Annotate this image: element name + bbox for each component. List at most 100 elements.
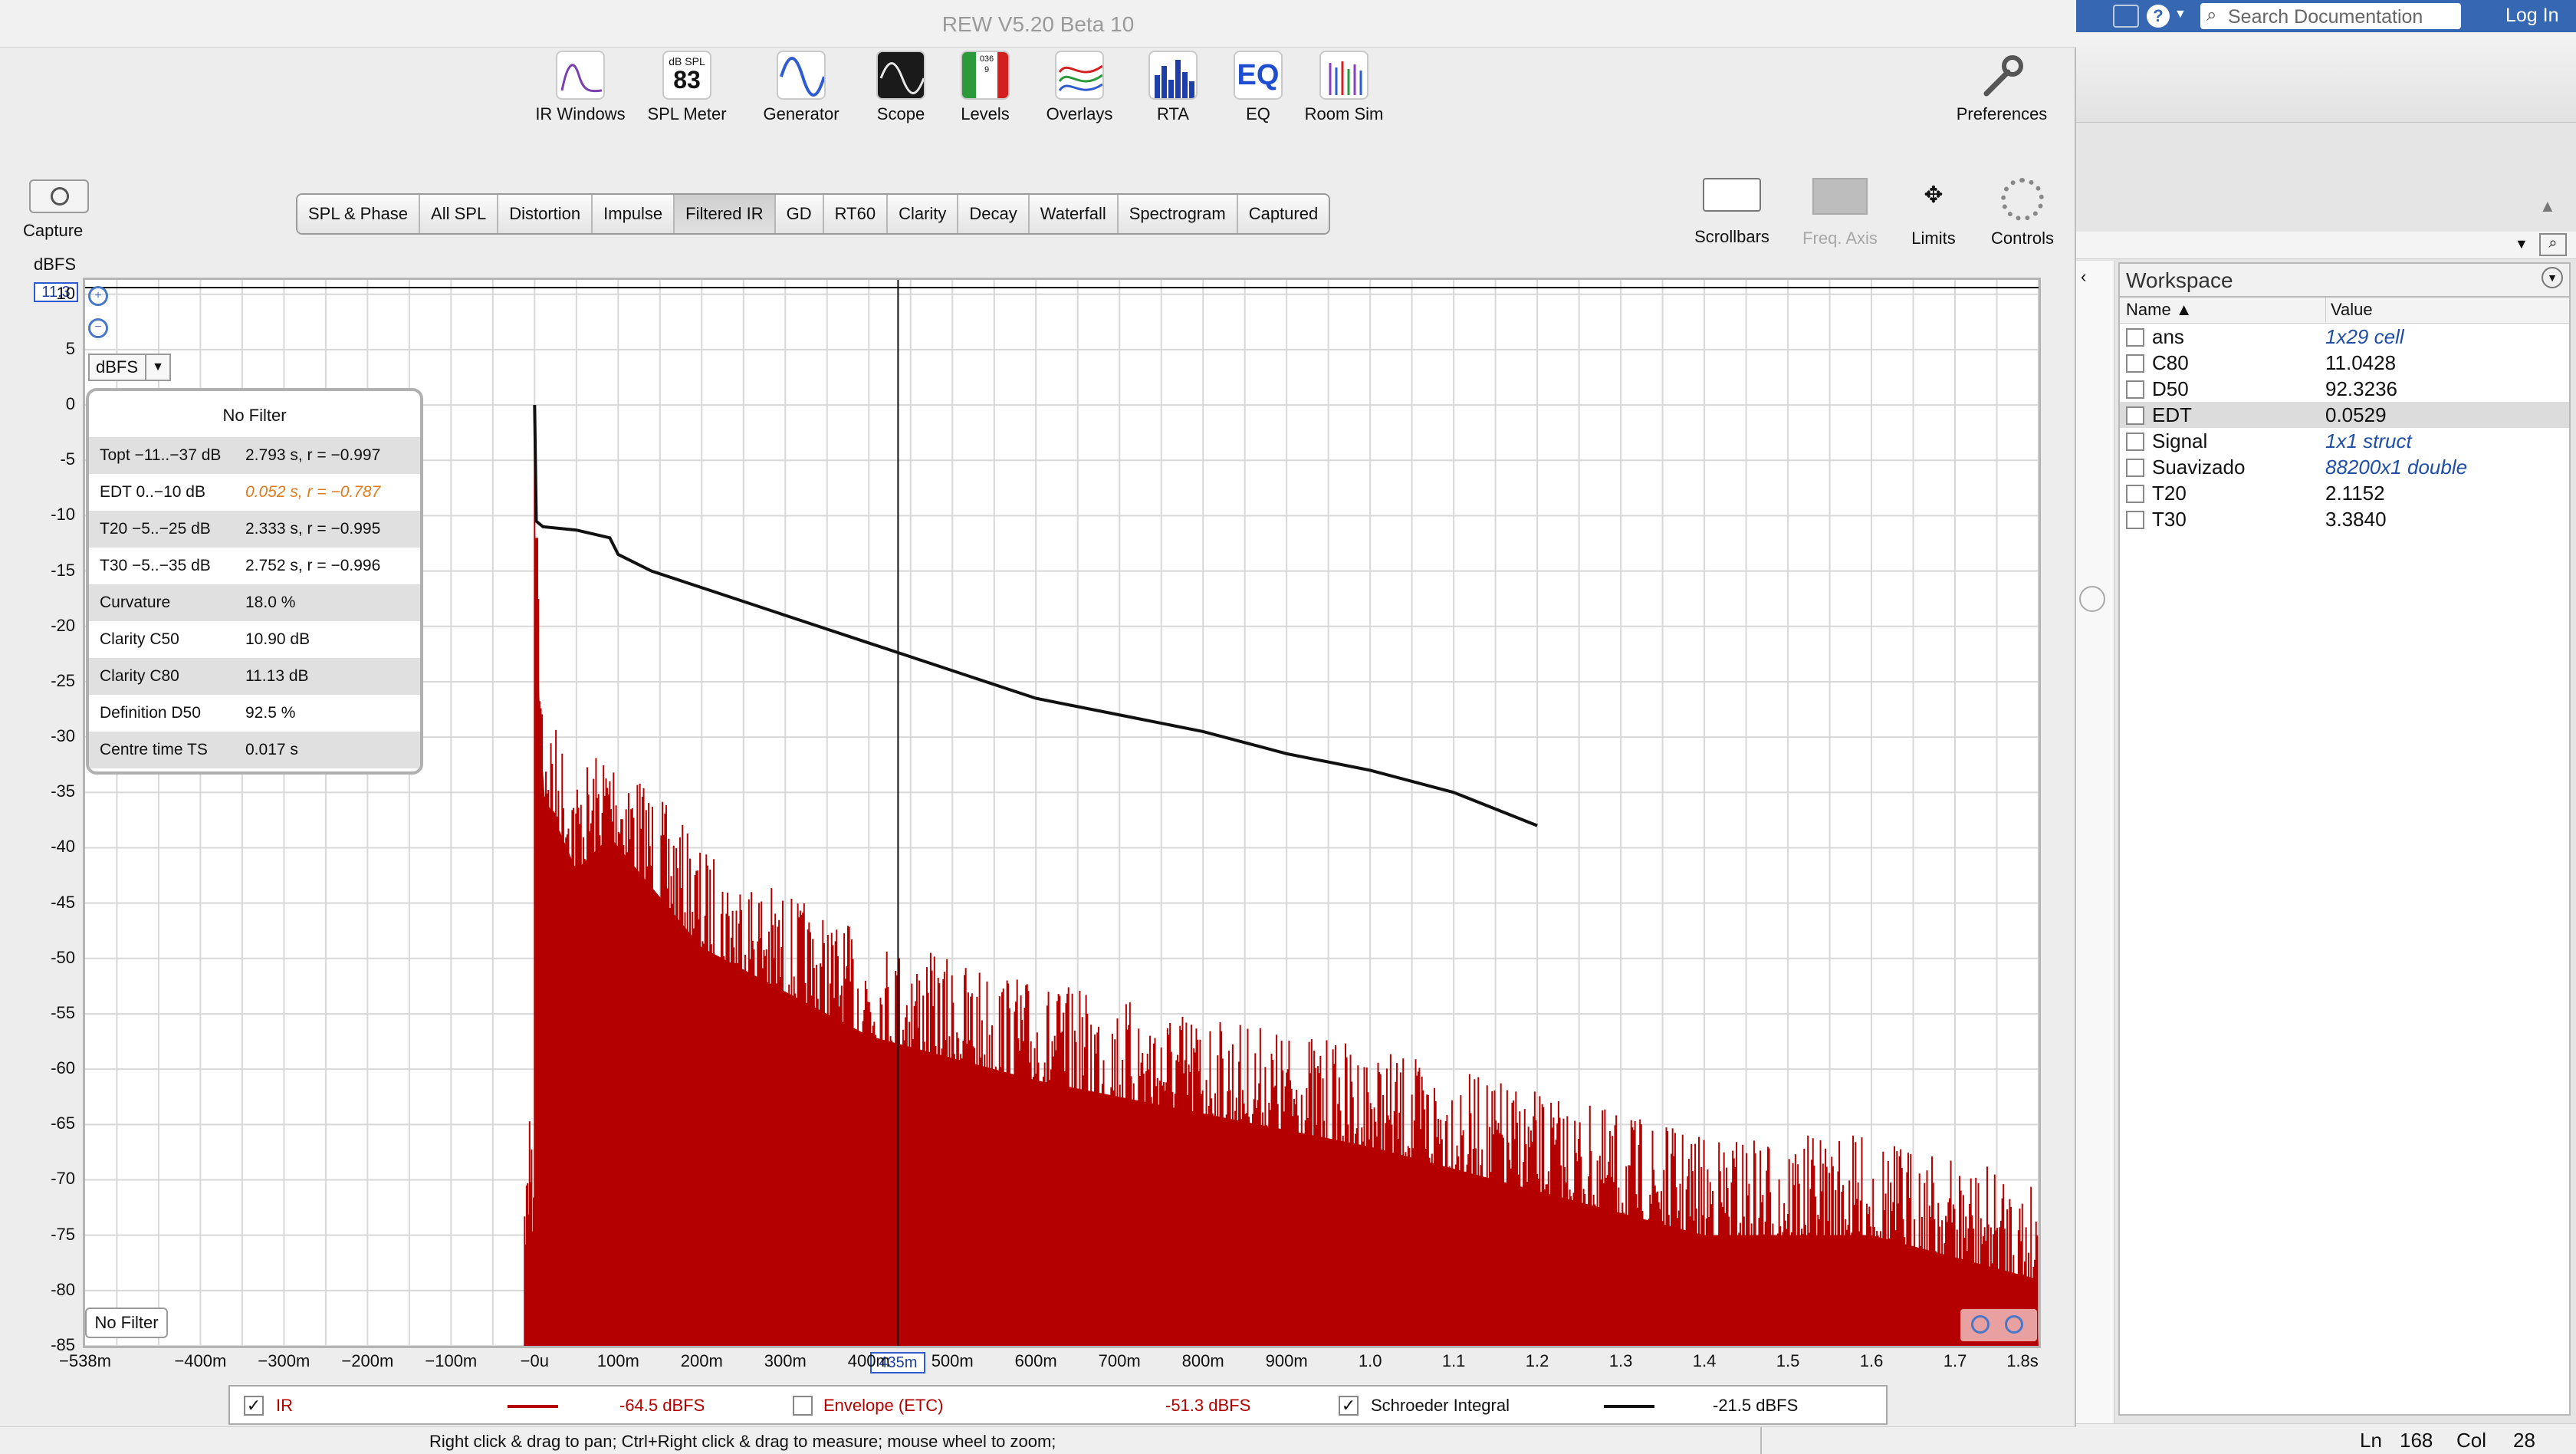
panel-action-icon[interactable]	[2079, 586, 2105, 612]
x-tick-label: 900m	[1265, 1351, 1308, 1370]
tab-clarity[interactable]: Clarity	[888, 195, 959, 233]
x-tick-label: 500m	[931, 1351, 974, 1370]
workspace-row[interactable]: D50 92.3236	[2120, 376, 2569, 402]
rew-titlebar: REW V5.20 Beta 10	[0, 0, 2076, 48]
overlays-button[interactable]: Overlays	[1014, 51, 1145, 124]
schroeder-integral-line	[533, 405, 1538, 827]
x-tick-label: 1.5	[1776, 1351, 1800, 1370]
tab-filtered-ir[interactable]: Filtered IR	[675, 195, 776, 233]
y-tick-label: 10	[56, 283, 75, 303]
schroeder-legend-swatch	[1604, 1405, 1654, 1408]
var-value: 1x1 struct	[2325, 429, 2412, 452]
sine-wave-icon	[777, 51, 826, 100]
zoom-in-icon[interactable]: +	[88, 286, 108, 306]
room-sim-button[interactable]: Room Sim	[1279, 51, 1409, 124]
freq-axis-label: Freq. Axis	[1802, 229, 1878, 248]
column-name-header[interactable]: Name ▲	[2126, 300, 2193, 319]
preferences-button[interactable]: Preferences	[1937, 51, 2067, 124]
var-value: 11.0428	[2325, 351, 2397, 374]
matrix-icon	[2126, 485, 2144, 503]
spl-meter-button[interactable]: dB SPL 83 SPL Meter	[622, 51, 752, 124]
stat-value: 2.333 s, r = −0.995	[245, 520, 381, 538]
help-dropdown-icon[interactable]: ▼	[2174, 8, 2187, 21]
ir-checkbox[interactable]: ✓	[244, 1396, 264, 1416]
ir-windows-button[interactable]: IR Windows	[515, 51, 646, 124]
close-panel-icon[interactable]: ‹	[2081, 267, 2087, 286]
tab-all-spl[interactable]: All SPL	[420, 195, 499, 233]
workspace-row[interactable]: T30 3.3840	[2120, 506, 2569, 532]
workspace-row[interactable]: C80 11.0428	[2120, 350, 2569, 376]
stat-row: Curvature 18.0 %	[89, 584, 420, 621]
stat-label: Definition D50	[100, 704, 201, 722]
scope-label: Scope	[876, 104, 925, 123]
stat-value: 0.052 s, r = −0.787	[245, 483, 381, 501]
generator-button[interactable]: Generator	[736, 51, 866, 124]
workspace-row[interactable]: Signal 1x1 struct	[2120, 428, 2569, 454]
column-value-header[interactable]: Value	[2325, 298, 2373, 322]
schroeder-checkbox[interactable]: ✓	[1339, 1396, 1359, 1416]
tab-gd[interactable]: GD	[775, 195, 824, 233]
overlays-label: Overlays	[1046, 104, 1113, 123]
tab-spectrogram[interactable]: Spectrogram	[1118, 195, 1238, 233]
tab-rt60[interactable]: RT60	[823, 195, 889, 233]
preferences-label: Preferences	[1956, 104, 2048, 123]
stat-label: Topt −11..−37 dB	[100, 446, 222, 464]
search-documentation-input[interactable]: ⌕ Search Documentation	[2200, 3, 2461, 29]
path-dropdown-icon[interactable]: ▼	[2515, 236, 2528, 252]
workspace-row[interactable]: ans 1x29 cell	[2120, 324, 2569, 350]
unit-select[interactable]: dBFS ▼	[88, 354, 171, 381]
y-tick-label: -15	[51, 560, 75, 580]
workspace-menu-icon[interactable]: ▼	[2542, 267, 2563, 288]
tab-decay[interactable]: Decay	[958, 195, 1030, 233]
stat-value: 92.5 %	[245, 704, 296, 722]
freq-axis-icon	[1812, 178, 1868, 215]
workspace-row-selected[interactable]: EDT 0.0529	[2120, 402, 2569, 428]
tab-captured[interactable]: Captured	[1237, 195, 1329, 233]
collapse-icon[interactable]: ▲	[2539, 196, 2556, 215]
stat-value: 11.13 dB	[245, 667, 309, 685]
y-tick-label: -40	[51, 837, 75, 857]
workspace-row[interactable]: Suavizado 88200x1 double	[2120, 454, 2569, 480]
envelope-checkbox[interactable]	[793, 1396, 813, 1416]
filtered-ir-graph	[85, 280, 2039, 1346]
scrollbars-button[interactable]: Scrollbars	[1690, 178, 1774, 247]
rta-button[interactable]: RTA	[1108, 51, 1238, 124]
zoom-in-button-icon[interactable]	[2005, 1315, 2023, 1334]
help-icon[interactable]: ?	[2147, 5, 2170, 28]
freq-axis-button[interactable]: Freq. Axis	[1794, 178, 1886, 248]
stat-row: Definition D50 92.5 %	[89, 695, 420, 732]
limits-button[interactable]: ✥ Limits	[1894, 178, 1973, 248]
print-icon[interactable]	[2113, 5, 2139, 28]
levels-button[interactable]: 0369 Levels	[920, 51, 1050, 124]
zoom-out-icon[interactable]: −	[88, 318, 108, 338]
path-search-icon[interactable]: ⌕	[2539, 233, 2567, 256]
y-top-limit-field[interactable]: 11.3	[34, 282, 78, 302]
camera-icon[interactable]	[29, 179, 89, 213]
var-value: 2.1152	[2325, 482, 2385, 505]
tab-spl-phase[interactable]: SPL & Phase	[297, 195, 421, 233]
scope-icon	[876, 51, 925, 100]
decay-stats-panel: No Filter Topt −11..−37 dB 2.793 s, r = −…	[86, 388, 423, 775]
y-axis-unit: dBFS	[34, 255, 77, 274]
ir-series	[524, 405, 2039, 1346]
workspace-title: Workspace	[2126, 268, 2233, 292]
y-tick-label: -50	[51, 947, 75, 967]
stat-label: Clarity C50	[100, 630, 179, 648]
login-link[interactable]: Log In	[2505, 5, 2559, 26]
graph-tabs: SPL & Phase All SPL Distortion Impulse F…	[296, 193, 1331, 235]
tab-impulse[interactable]: Impulse	[593, 195, 675, 233]
x-tick-label: −538m	[59, 1351, 111, 1370]
x-tick-label: −400m	[174, 1351, 227, 1370]
workspace-row[interactable]: T20 2.1152	[2120, 480, 2569, 506]
x-tick-label: −100m	[425, 1351, 478, 1370]
x-tick-label: 200m	[680, 1351, 723, 1370]
tab-waterfall[interactable]: Waterfall	[1029, 195, 1119, 233]
eq-button[interactable]: EQ EQ	[1193, 51, 1323, 124]
schroeder-legend-value: -21.5 dBFS	[1713, 1396, 1799, 1415]
spl-meter-icon: dB SPL 83	[662, 51, 711, 100]
controls-button[interactable]: Controls	[1983, 178, 2062, 248]
tab-distortion[interactable]: Distortion	[498, 195, 593, 233]
matlab-toolstrip: ▲	[2076, 32, 2576, 215]
scope-button[interactable]: Scope	[836, 51, 966, 124]
zoom-out-button-icon[interactable]	[1971, 1315, 1990, 1334]
